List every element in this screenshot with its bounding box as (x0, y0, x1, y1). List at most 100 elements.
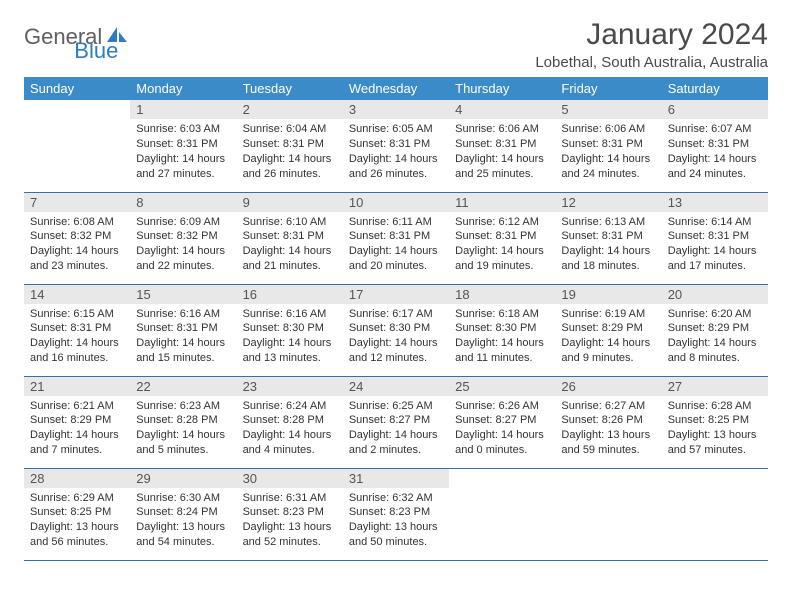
day-details: Sunrise: 6:27 AMSunset: 8:26 PMDaylight:… (555, 396, 661, 464)
calendar-day-cell (555, 468, 661, 560)
calendar-day-cell: 9Sunrise: 6:10 AMSunset: 8:31 PMDaylight… (237, 192, 343, 284)
day-details: Sunrise: 6:28 AMSunset: 8:25 PMDaylight:… (662, 396, 768, 464)
day-number: 8 (130, 193, 236, 212)
calendar-day-cell: 21Sunrise: 6:21 AMSunset: 8:29 PMDayligh… (24, 376, 130, 468)
calendar-day-cell: 29Sunrise: 6:30 AMSunset: 8:24 PMDayligh… (130, 468, 236, 560)
day-number: 14 (24, 285, 130, 304)
weekday-header: Thursday (449, 77, 555, 100)
calendar-week-row: 28Sunrise: 6:29 AMSunset: 8:25 PMDayligh… (24, 468, 768, 560)
calendar-day-cell: 6Sunrise: 6:07 AMSunset: 8:31 PMDaylight… (662, 100, 768, 192)
day-details: Sunrise: 6:26 AMSunset: 8:27 PMDaylight:… (449, 396, 555, 464)
day-details: Sunrise: 6:11 AMSunset: 8:31 PMDaylight:… (343, 212, 449, 280)
calendar-day-cell (662, 468, 768, 560)
calendar-day-cell: 12Sunrise: 6:13 AMSunset: 8:31 PMDayligh… (555, 192, 661, 284)
header: General Blue January 2024 Lobethal, Sout… (24, 18, 768, 71)
weekday-header: Sunday (24, 77, 130, 100)
day-details: Sunrise: 6:15 AMSunset: 8:31 PMDaylight:… (24, 304, 130, 372)
day-details: Sunrise: 6:17 AMSunset: 8:30 PMDaylight:… (343, 304, 449, 372)
calendar-day-cell: 19Sunrise: 6:19 AMSunset: 8:29 PMDayligh… (555, 284, 661, 376)
day-details: Sunrise: 6:24 AMSunset: 8:28 PMDaylight:… (237, 396, 343, 464)
day-details: Sunrise: 6:31 AMSunset: 8:23 PMDaylight:… (237, 488, 343, 556)
calendar-day-cell: 24Sunrise: 6:25 AMSunset: 8:27 PMDayligh… (343, 376, 449, 468)
day-details: Sunrise: 6:21 AMSunset: 8:29 PMDaylight:… (24, 396, 130, 464)
day-details: Sunrise: 6:12 AMSunset: 8:31 PMDaylight:… (449, 212, 555, 280)
day-number: 27 (662, 377, 768, 396)
day-number: 5 (555, 100, 661, 119)
day-details: Sunrise: 6:25 AMSunset: 8:27 PMDaylight:… (343, 396, 449, 464)
day-number: 1 (130, 100, 236, 119)
calendar-day-cell: 25Sunrise: 6:26 AMSunset: 8:27 PMDayligh… (449, 376, 555, 468)
day-details: Sunrise: 6:16 AMSunset: 8:31 PMDaylight:… (130, 304, 236, 372)
calendar-day-cell: 17Sunrise: 6:17 AMSunset: 8:30 PMDayligh… (343, 284, 449, 376)
day-number: 30 (237, 469, 343, 488)
day-number: 7 (24, 193, 130, 212)
day-number: 19 (555, 285, 661, 304)
day-number: 18 (449, 285, 555, 304)
day-number: 25 (449, 377, 555, 396)
calendar-day-cell: 22Sunrise: 6:23 AMSunset: 8:28 PMDayligh… (130, 376, 236, 468)
calendar-body: 1Sunrise: 6:03 AMSunset: 8:31 PMDaylight… (24, 100, 768, 560)
day-details: Sunrise: 6:29 AMSunset: 8:25 PMDaylight:… (24, 488, 130, 556)
day-number: 23 (237, 377, 343, 396)
location-text: Lobethal, South Australia, Australia (535, 54, 768, 71)
day-details: Sunrise: 6:16 AMSunset: 8:30 PMDaylight:… (237, 304, 343, 372)
weekday-header: Tuesday (237, 77, 343, 100)
day-number: 17 (343, 285, 449, 304)
day-number: 2 (237, 100, 343, 119)
calendar-day-cell (24, 100, 130, 192)
calendar-day-cell: 2Sunrise: 6:04 AMSunset: 8:31 PMDaylight… (237, 100, 343, 192)
day-number: 9 (237, 193, 343, 212)
calendar-day-cell: 18Sunrise: 6:18 AMSunset: 8:30 PMDayligh… (449, 284, 555, 376)
day-number: 16 (237, 285, 343, 304)
calendar-day-cell: 16Sunrise: 6:16 AMSunset: 8:30 PMDayligh… (237, 284, 343, 376)
calendar-day-cell: 27Sunrise: 6:28 AMSunset: 8:25 PMDayligh… (662, 376, 768, 468)
day-number: 31 (343, 469, 449, 488)
calendar-week-row: 1Sunrise: 6:03 AMSunset: 8:31 PMDaylight… (24, 100, 768, 192)
calendar-week-row: 21Sunrise: 6:21 AMSunset: 8:29 PMDayligh… (24, 376, 768, 468)
calendar-day-cell: 20Sunrise: 6:20 AMSunset: 8:29 PMDayligh… (662, 284, 768, 376)
calendar-day-cell: 30Sunrise: 6:31 AMSunset: 8:23 PMDayligh… (237, 468, 343, 560)
calendar-day-cell: 28Sunrise: 6:29 AMSunset: 8:25 PMDayligh… (24, 468, 130, 560)
day-number: 28 (24, 469, 130, 488)
logo-text-blue: Blue (74, 38, 118, 64)
calendar-day-cell: 14Sunrise: 6:15 AMSunset: 8:31 PMDayligh… (24, 284, 130, 376)
day-number: 10 (343, 193, 449, 212)
day-details: Sunrise: 6:23 AMSunset: 8:28 PMDaylight:… (130, 396, 236, 464)
day-details: Sunrise: 6:04 AMSunset: 8:31 PMDaylight:… (237, 119, 343, 187)
day-details: Sunrise: 6:05 AMSunset: 8:31 PMDaylight:… (343, 119, 449, 187)
day-number: 22 (130, 377, 236, 396)
day-details: Sunrise: 6:09 AMSunset: 8:32 PMDaylight:… (130, 212, 236, 280)
title-block: January 2024 Lobethal, South Australia, … (535, 18, 768, 71)
day-number: 12 (555, 193, 661, 212)
day-number: 4 (449, 100, 555, 119)
calendar-day-cell: 23Sunrise: 6:24 AMSunset: 8:28 PMDayligh… (237, 376, 343, 468)
calendar-day-cell: 11Sunrise: 6:12 AMSunset: 8:31 PMDayligh… (449, 192, 555, 284)
day-number: 13 (662, 193, 768, 212)
day-number: 21 (24, 377, 130, 396)
day-number: 3 (343, 100, 449, 119)
calendar-day-cell: 4Sunrise: 6:06 AMSunset: 8:31 PMDaylight… (449, 100, 555, 192)
weekday-header: Monday (130, 77, 236, 100)
calendar-table: SundayMondayTuesdayWednesdayThursdayFrid… (24, 77, 768, 561)
calendar-day-cell: 1Sunrise: 6:03 AMSunset: 8:31 PMDaylight… (130, 100, 236, 192)
day-number: 29 (130, 469, 236, 488)
day-details: Sunrise: 6:20 AMSunset: 8:29 PMDaylight:… (662, 304, 768, 372)
calendar-day-cell: 15Sunrise: 6:16 AMSunset: 8:31 PMDayligh… (130, 284, 236, 376)
day-number: 11 (449, 193, 555, 212)
weekday-header: Saturday (662, 77, 768, 100)
day-number: 24 (343, 377, 449, 396)
day-details: Sunrise: 6:32 AMSunset: 8:23 PMDaylight:… (343, 488, 449, 556)
day-number: 20 (662, 285, 768, 304)
day-number: 15 (130, 285, 236, 304)
calendar-day-cell: 31Sunrise: 6:32 AMSunset: 8:23 PMDayligh… (343, 468, 449, 560)
calendar-week-row: 14Sunrise: 6:15 AMSunset: 8:31 PMDayligh… (24, 284, 768, 376)
calendar-day-cell: 8Sunrise: 6:09 AMSunset: 8:32 PMDaylight… (130, 192, 236, 284)
calendar-header-row: SundayMondayTuesdayWednesdayThursdayFrid… (24, 77, 768, 100)
day-details: Sunrise: 6:06 AMSunset: 8:31 PMDaylight:… (555, 119, 661, 187)
day-details: Sunrise: 6:18 AMSunset: 8:30 PMDaylight:… (449, 304, 555, 372)
day-details: Sunrise: 6:06 AMSunset: 8:31 PMDaylight:… (449, 119, 555, 187)
month-title: January 2024 (535, 18, 768, 52)
logo: General Blue (24, 18, 176, 50)
calendar-day-cell: 13Sunrise: 6:14 AMSunset: 8:31 PMDayligh… (662, 192, 768, 284)
calendar-day-cell: 10Sunrise: 6:11 AMSunset: 8:31 PMDayligh… (343, 192, 449, 284)
